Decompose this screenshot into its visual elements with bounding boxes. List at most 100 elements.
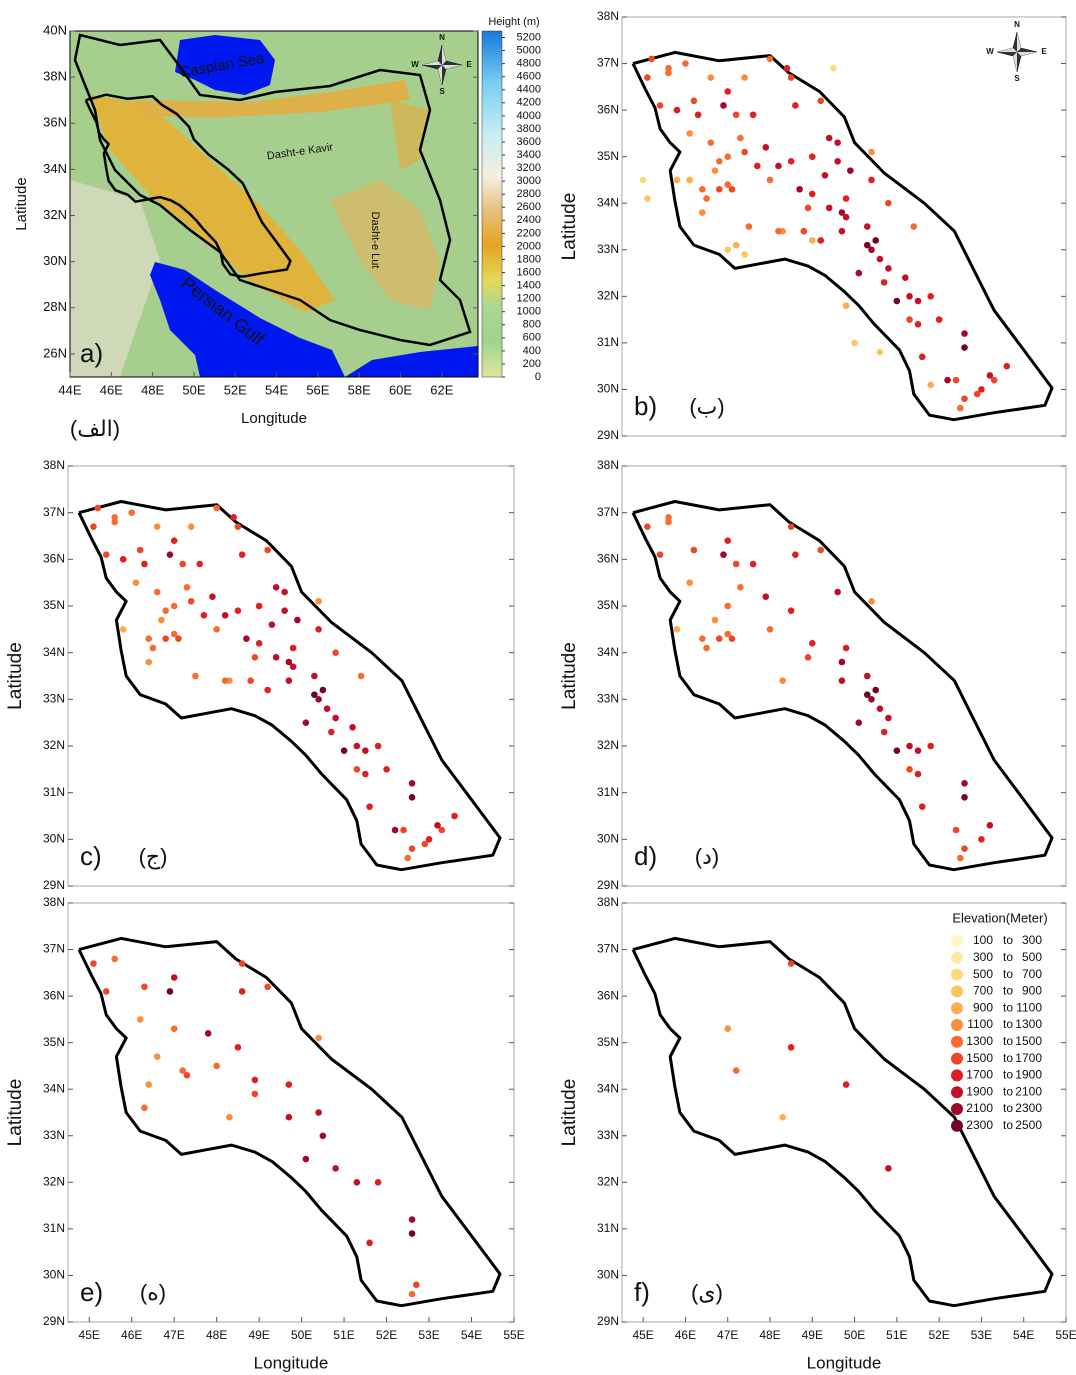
station-point bbox=[421, 840, 429, 848]
station-point bbox=[183, 584, 191, 591]
map-annotation: Dasht-e Lut bbox=[369, 212, 381, 269]
station-point bbox=[362, 770, 369, 778]
station-point bbox=[332, 714, 339, 722]
station-point bbox=[961, 780, 968, 787]
y-tick-label: 37N bbox=[597, 942, 619, 956]
station-point bbox=[357, 672, 365, 680]
station-point bbox=[656, 551, 664, 558]
legend-label: to bbox=[1003, 984, 1013, 998]
station-point bbox=[196, 560, 203, 568]
x-tick-label: 46E bbox=[100, 382, 123, 397]
station-point bbox=[880, 728, 888, 736]
station-point bbox=[332, 649, 339, 656]
y-tick-label: 30N bbox=[43, 253, 67, 268]
legend-label: 2300 bbox=[966, 1118, 993, 1132]
y-tick-label: 30N bbox=[43, 832, 65, 846]
x-tick-label: 60E bbox=[389, 382, 412, 397]
y-tick-label: 30N bbox=[43, 1268, 65, 1282]
legend-label: to bbox=[1003, 933, 1013, 947]
station-point bbox=[838, 658, 846, 666]
station-point bbox=[243, 635, 250, 642]
legend-swatch bbox=[951, 1069, 963, 1082]
compass-label: S bbox=[1014, 74, 1020, 83]
station-point bbox=[213, 626, 220, 633]
station-point bbox=[728, 635, 736, 642]
station-point bbox=[644, 523, 651, 530]
region-outline bbox=[631, 500, 1054, 872]
station-point bbox=[956, 854, 964, 862]
station-point bbox=[906, 742, 913, 750]
station-point bbox=[400, 826, 407, 834]
y-tick-label: 29N bbox=[597, 1314, 619, 1328]
station-point bbox=[787, 607, 795, 614]
station-point bbox=[724, 88, 732, 95]
colorbar-tick-label: 800 bbox=[523, 319, 541, 331]
station-point bbox=[885, 714, 892, 722]
colorbar bbox=[481, 30, 503, 378]
x-tick-label: 45E bbox=[79, 1328, 100, 1342]
station-point bbox=[285, 658, 293, 666]
station-point bbox=[876, 255, 884, 263]
station-point bbox=[408, 794, 416, 801]
station-point bbox=[183, 1071, 191, 1079]
y-tick-label: 38N bbox=[43, 69, 67, 84]
station-point bbox=[221, 612, 229, 619]
legend-swatch bbox=[951, 1052, 963, 1065]
y-tick-label: 29N bbox=[43, 1314, 65, 1328]
station-point bbox=[294, 616, 301, 624]
station-point bbox=[863, 691, 871, 698]
station-point bbox=[986, 822, 994, 829]
station-point bbox=[391, 826, 399, 834]
colorbar-tick-label: 4800 bbox=[517, 58, 541, 70]
station-point bbox=[787, 523, 795, 530]
legend-label: 1700 bbox=[1015, 1051, 1042, 1065]
legend-label: to bbox=[1003, 1000, 1013, 1014]
station-point bbox=[145, 635, 153, 642]
station-point bbox=[741, 251, 748, 258]
station-point bbox=[264, 983, 271, 991]
station-point bbox=[353, 742, 361, 750]
colorbar-tick-label: 1400 bbox=[517, 280, 541, 292]
colorbar-tick-label: 200 bbox=[523, 358, 541, 370]
station-point bbox=[885, 1165, 892, 1172]
station-point bbox=[136, 1016, 144, 1023]
station-point bbox=[910, 223, 918, 230]
station-point bbox=[665, 514, 672, 521]
x-tick-label: 52E bbox=[928, 1328, 949, 1342]
station-point bbox=[893, 297, 901, 305]
station-point bbox=[251, 1090, 259, 1098]
station-point bbox=[102, 551, 110, 558]
y-tick-label: 37N bbox=[597, 505, 619, 519]
legend-label: 2500 bbox=[1015, 1118, 1042, 1132]
station-point bbox=[876, 348, 884, 356]
y-tick-label: 36N bbox=[597, 552, 619, 566]
station-point bbox=[673, 106, 681, 114]
x-tick-label: 54E bbox=[265, 382, 288, 397]
station-point bbox=[973, 390, 981, 398]
y-tick-label: 26N bbox=[43, 345, 67, 360]
station-point bbox=[639, 176, 647, 184]
station-point bbox=[383, 766, 390, 773]
y-tick-label: 35N bbox=[597, 149, 619, 163]
legend-label: 2100 bbox=[966, 1101, 993, 1115]
x-tick-label: 46E bbox=[675, 1328, 696, 1342]
colorbar-tick-label: 0 bbox=[535, 371, 541, 383]
y-tick-label: 37N bbox=[43, 505, 65, 519]
legend-label: 1300 bbox=[1015, 1017, 1042, 1031]
colorbar-tick-label: 400 bbox=[523, 345, 541, 357]
station-point bbox=[289, 663, 297, 670]
legend-label: 2100 bbox=[1015, 1084, 1042, 1098]
station-point bbox=[728, 185, 736, 193]
y-tick-label: 32N bbox=[597, 738, 619, 752]
station-point bbox=[914, 320, 922, 328]
station-point bbox=[238, 988, 246, 995]
station-point bbox=[990, 376, 998, 384]
station-point bbox=[906, 766, 913, 773]
station-point bbox=[787, 1044, 795, 1051]
station-point bbox=[703, 644, 710, 652]
legend-label: to bbox=[1003, 1017, 1013, 1031]
station-point bbox=[724, 246, 732, 254]
x-tick-label: 47E bbox=[164, 1328, 185, 1342]
colorbar-tick-label: 1800 bbox=[517, 253, 541, 265]
station-point bbox=[404, 854, 412, 862]
